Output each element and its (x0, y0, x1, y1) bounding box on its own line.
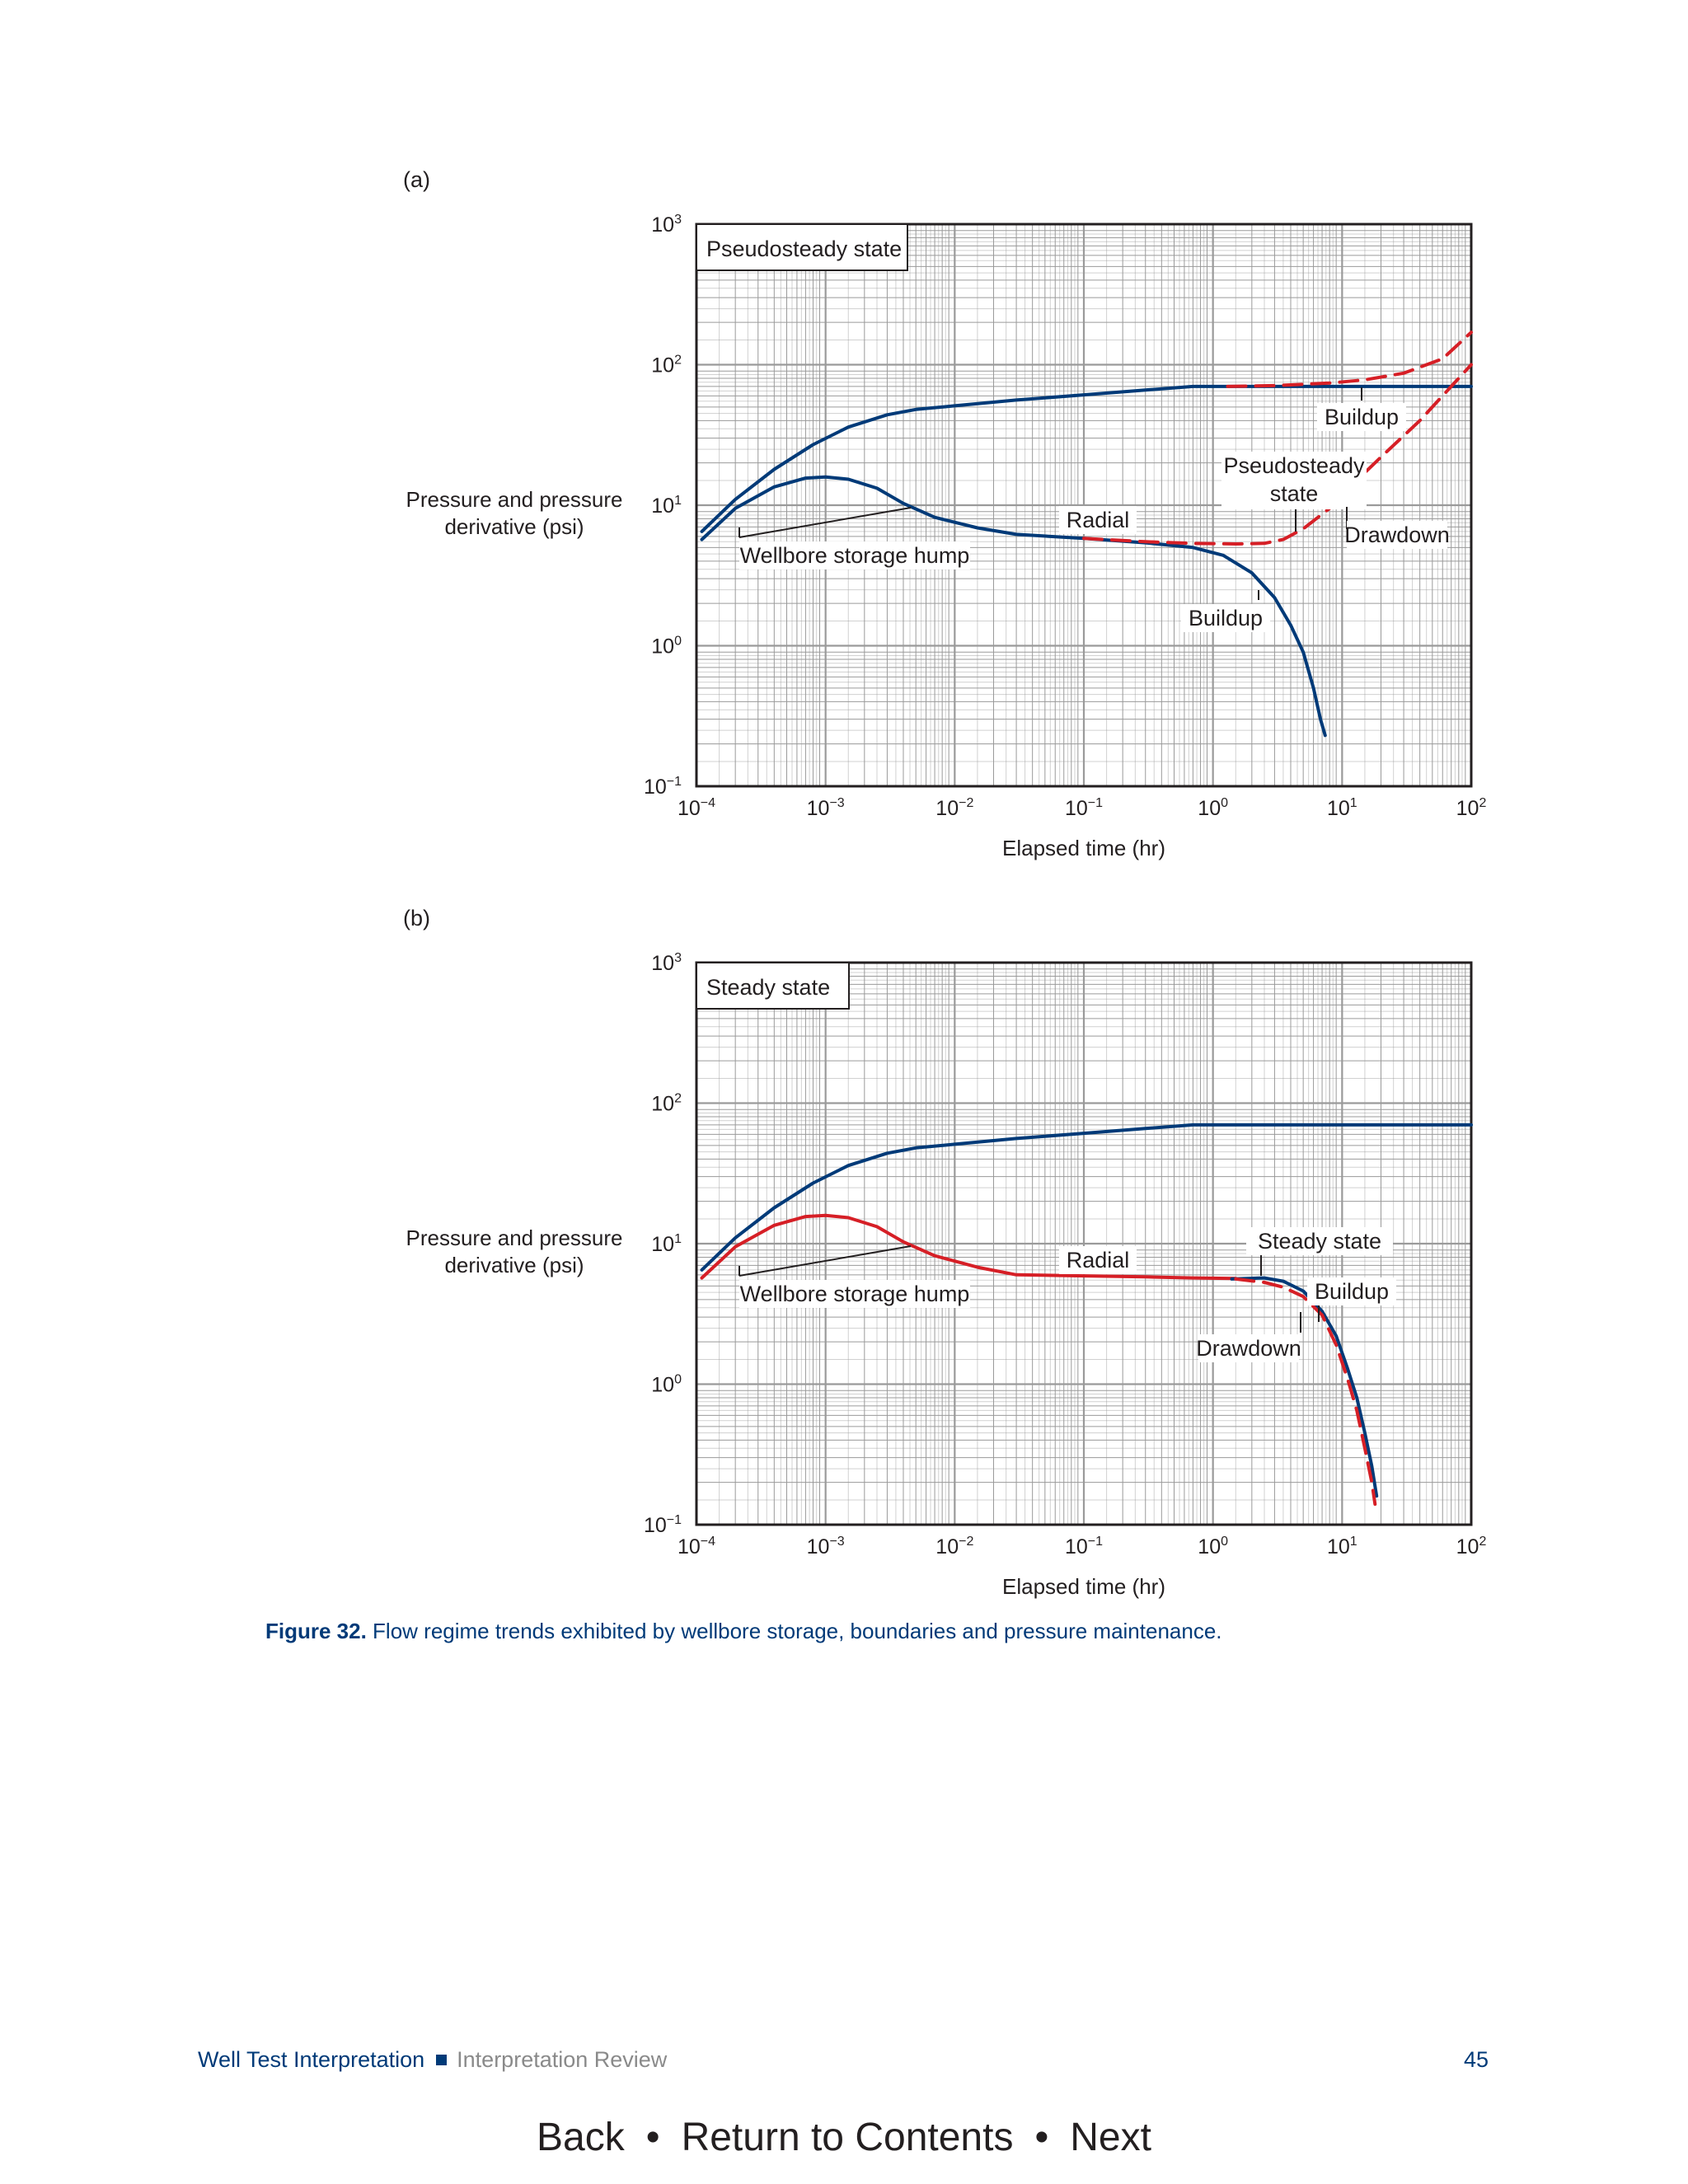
y-tick-label: 102 (651, 1092, 682, 1116)
regime-box-label: Pseudosteady state (706, 237, 902, 261)
annotation-label: Steady state (1258, 1229, 1381, 1254)
x-tick-label: 10−1 (1065, 1535, 1103, 1558)
return-to-contents-link[interactable]: Return to Contents (682, 2116, 1014, 2159)
x-tick-label: 100 (1198, 796, 1228, 820)
y-tick-label: 100 (651, 635, 682, 658)
y-tick-label: 100 (651, 1373, 682, 1397)
y-tick-label: 10−1 (644, 775, 682, 799)
annotation-label: Buildup (1315, 1279, 1389, 1304)
page-navigation: Back • Return to Contents • Next (0, 2115, 1688, 2160)
annotation-label: Drawdown (1344, 523, 1450, 547)
x-tick-label: 101 (1327, 1535, 1357, 1558)
figure-caption: Figure 32. Flow regime trends exhibited … (265, 1619, 1222, 1644)
annotation-label: Radial (1067, 508, 1130, 532)
annotation-label: Wellbore storage hump (740, 543, 970, 568)
running-footer: Well Test Interpretation Interpretation R… (198, 2047, 667, 2073)
y-tick-label: 10−1 (644, 1513, 682, 1537)
x-axis-title: Elapsed time (hr) (1002, 1574, 1165, 1599)
footer-book-title: Well Test Interpretation (198, 2047, 424, 2072)
y-tick-label: 103 (651, 951, 682, 975)
caption-text: Flow regime trends exhibited by wellbore… (367, 1619, 1222, 1643)
x-tick-label: 10−2 (935, 1535, 973, 1558)
y-axis-title: derivative (psi) (444, 1253, 584, 1277)
annotation-label: Wellbore storage hump (740, 1282, 970, 1306)
y-tick-label: 101 (651, 1232, 682, 1256)
x-axis-title: Elapsed time (hr) (1002, 836, 1165, 860)
series-line-3 (1232, 1278, 1377, 1497)
x-tick-label: 10−4 (678, 796, 715, 820)
x-tick-label: 102 (1456, 1535, 1487, 1558)
annotation-label: Radial (1067, 1248, 1130, 1272)
annotation-label: state (1270, 481, 1319, 506)
next-link[interactable]: Next (1070, 2116, 1151, 2159)
annotation-label: Drawdown (1196, 1336, 1301, 1361)
x-tick-label: 10−4 (678, 1535, 715, 1558)
y-tick-label: 101 (651, 494, 682, 518)
caption-label: Figure 32. (265, 1619, 367, 1643)
panel-label: (a) (403, 167, 430, 192)
chart-panel-a: (a) 10−4 10−3 10−2 10−1 100 101 102 10−1 100 101 10… (403, 167, 1486, 860)
back-link[interactable]: Back (537, 2116, 625, 2159)
square-bullet-icon (436, 2055, 447, 2065)
nav-separator: • (646, 2116, 660, 2159)
chart-panel-b: (b) 10−4 10−3 10−2 10−1 100 101 102 10−1 100 101 10… (403, 906, 1486, 1599)
y-axis-title: Pressure and pressure (406, 1226, 622, 1250)
page-number: 45 (1464, 2047, 1489, 2073)
annotation-label: Buildup (1325, 405, 1399, 429)
x-tick-label: 102 (1456, 796, 1487, 820)
x-tick-label: 10−1 (1065, 796, 1103, 820)
annotation-label: Pseudosteady (1223, 453, 1365, 478)
x-tick-label: 10−3 (807, 796, 845, 820)
x-tick-label: 10−3 (807, 1535, 845, 1558)
panel-label: (b) (403, 906, 430, 930)
y-axis-title: Pressure and pressure (406, 487, 622, 512)
y-tick-label: 102 (651, 354, 682, 377)
annotation-label: Buildup (1189, 606, 1263, 630)
y-tick-label: 103 (651, 213, 682, 237)
x-tick-label: 101 (1327, 796, 1357, 820)
y-axis-title: derivative (psi) (444, 514, 584, 539)
nav-separator: • (1034, 2116, 1048, 2159)
x-tick-label: 100 (1198, 1535, 1228, 1558)
regime-box-label: Steady state (706, 975, 830, 1000)
x-tick-label: 10−2 (935, 796, 973, 820)
footer-section-title: Interpretation Review (457, 2047, 667, 2072)
